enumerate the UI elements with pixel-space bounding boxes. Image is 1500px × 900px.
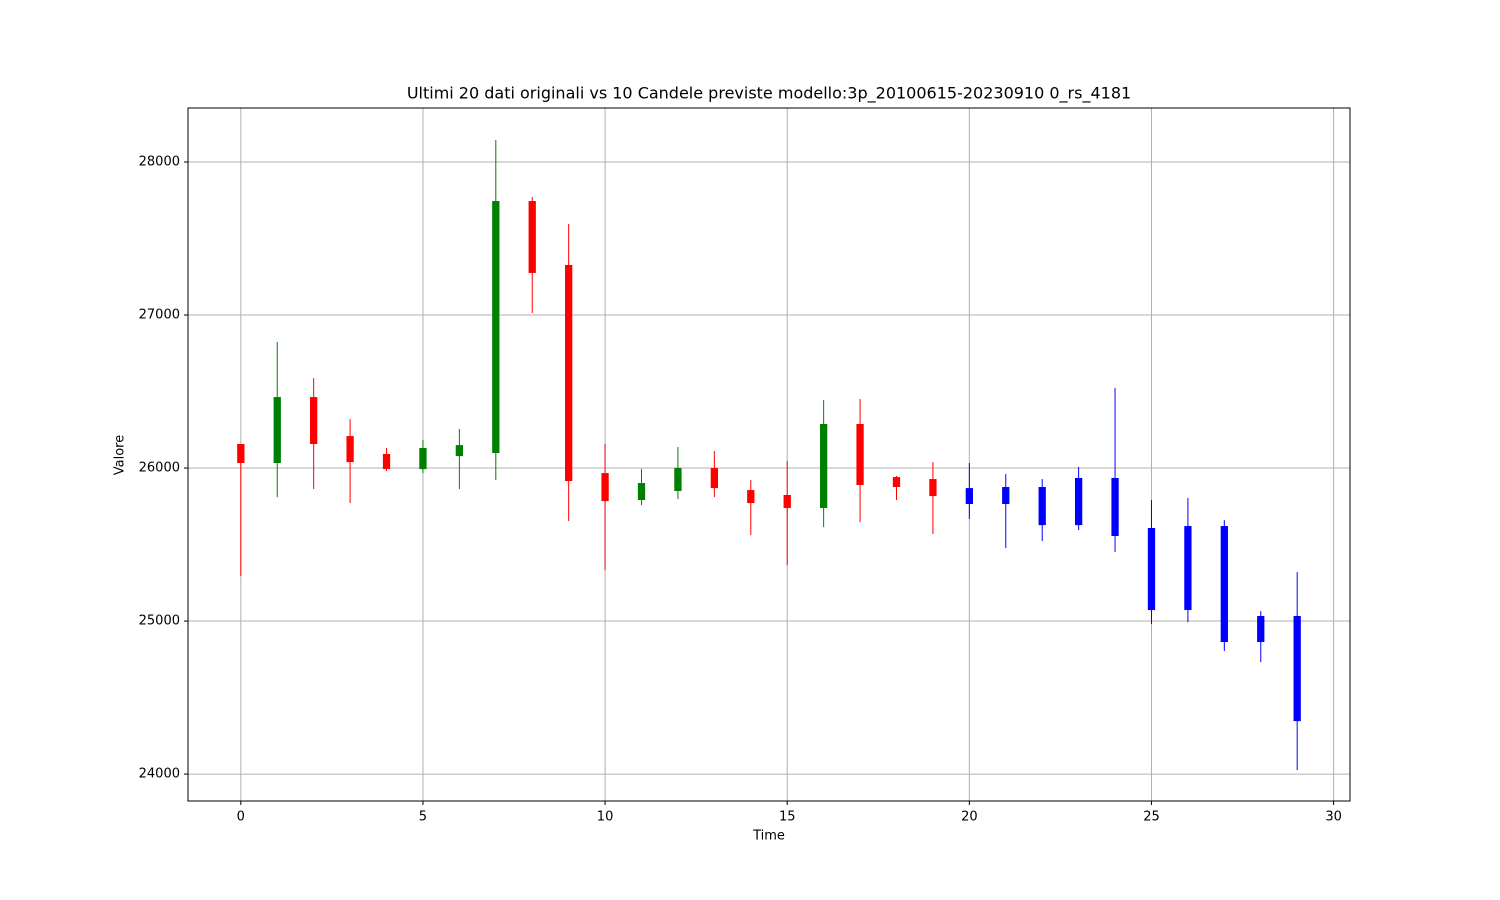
x-tick-label: 30 (1325, 810, 1342, 825)
y-tick-label: 25000 (139, 614, 180, 629)
candle-body (565, 264, 573, 482)
candle-body (455, 445, 464, 457)
candle-body (346, 436, 354, 463)
candle-body (492, 201, 500, 454)
candle-body (674, 468, 682, 491)
candle-body (1111, 477, 1119, 536)
chart-title: Ultimi 20 dati originali vs 10 Candele p… (407, 84, 1131, 104)
candle-body (892, 477, 901, 488)
candle-body (710, 468, 719, 489)
x-tick-label: 25 (1143, 810, 1160, 825)
candle-body (1038, 487, 1046, 526)
candle-body (1220, 526, 1228, 643)
axes-frame (187, 107, 1351, 802)
candle-body (965, 488, 973, 504)
candle-body (747, 490, 755, 504)
candle-body (1002, 487, 1010, 504)
candle-body (382, 453, 391, 470)
x-tick-label: 0 (237, 810, 245, 825)
y-tick-label: 26000 (139, 461, 180, 476)
candle-body (783, 494, 791, 508)
candle-body (419, 447, 427, 470)
candle-body (637, 483, 646, 501)
grid (188, 108, 1350, 801)
candle-body (1257, 616, 1265, 643)
x-tick-label: 10 (597, 810, 614, 825)
candle-body (237, 444, 245, 463)
candle-body (1074, 477, 1083, 526)
x-tick-label: 5 (419, 810, 427, 825)
candle-body (929, 479, 937, 497)
candle-body (310, 397, 318, 445)
candle-body (1184, 526, 1192, 611)
y-tick-label: 27000 (139, 308, 180, 323)
candle-body (273, 397, 281, 463)
y-axis-label: Valore (113, 435, 128, 475)
x-tick-label: 20 (961, 810, 978, 825)
candle-body (601, 473, 609, 502)
candle-body (819, 423, 828, 508)
x-tick-label: 15 (779, 810, 796, 825)
candle-body (856, 423, 864, 486)
candles (237, 139, 1301, 771)
candle-body (528, 201, 536, 273)
y-tick-label: 24000 (139, 767, 180, 782)
candle-body (1147, 528, 1156, 611)
y-tick-label: 28000 (139, 155, 180, 170)
candle-body (1293, 616, 1301, 722)
x-axis-label: Time (752, 829, 785, 844)
